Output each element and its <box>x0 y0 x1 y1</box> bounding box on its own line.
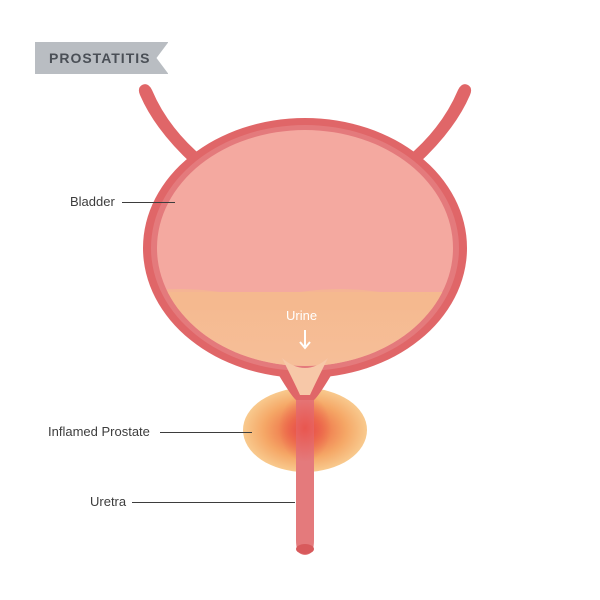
leader-uretra <box>132 502 295 503</box>
leader-bladder <box>122 202 175 203</box>
urine-arrow-icon <box>297 328 313 354</box>
label-uretra: Uretra <box>90 494 126 509</box>
leader-inflamed <box>160 432 252 433</box>
label-urine-text: Urine <box>286 308 317 323</box>
label-uretra-text: Uretra <box>90 494 126 509</box>
ureter-right <box>406 84 471 165</box>
anatomy-svg <box>0 0 600 600</box>
urethra-opening <box>296 544 314 554</box>
inflamed-glow <box>279 394 331 462</box>
label-inflamed-text: Inflamed Prostate <box>48 424 150 439</box>
label-inflamed-prostate: Inflamed Prostate <box>48 424 150 439</box>
diagram-canvas: PROSTATITIS <box>0 0 600 600</box>
label-bladder-text: Bladder <box>70 194 115 209</box>
label-bladder: Bladder <box>70 194 115 209</box>
ureter-left <box>139 84 204 165</box>
label-urine: Urine <box>286 308 317 323</box>
